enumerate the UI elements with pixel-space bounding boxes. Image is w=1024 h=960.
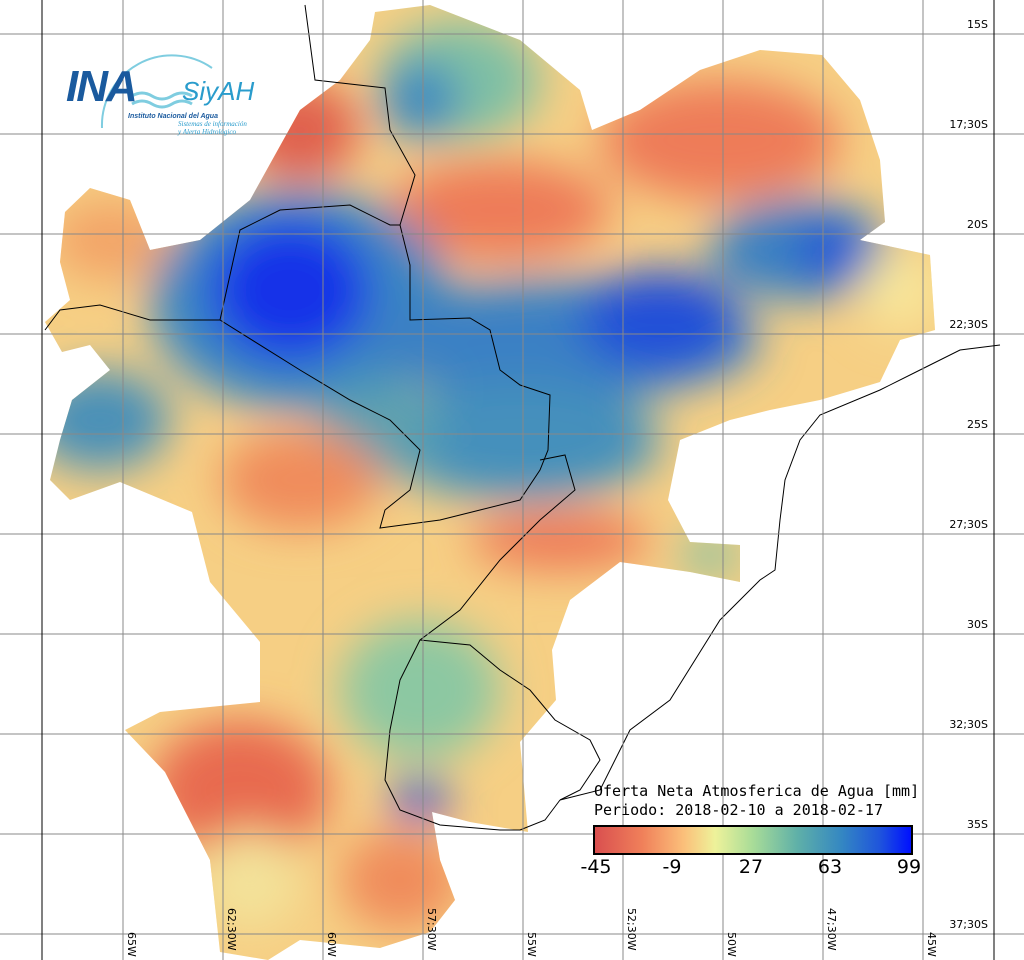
lon-label: 55W [525, 932, 538, 957]
lon-label: 57;30W [425, 908, 438, 951]
colorbar-tick: -45 [580, 856, 612, 878]
lat-label: 27;30S [949, 518, 988, 531]
lon-label: 62;30W [225, 908, 238, 951]
lon-label: 47;30W [825, 908, 838, 951]
lat-label: 37;30S [949, 918, 988, 931]
logo-system: SiyAH [182, 76, 255, 106]
legend-period: Periodo: 2018-02-10 a 2018-02-17 [594, 801, 883, 819]
lat-label: 20S [967, 218, 988, 231]
colorbar-tick: 27 [738, 856, 764, 878]
ina-siyah-logo: INA SiyAH Instituto Nacional del Agua Si… [62, 48, 272, 148]
frame [41, 0, 995, 960]
lon-label: 60W [325, 932, 338, 957]
lon-label: 52;30W [625, 908, 638, 951]
political-borders [44, 4, 1001, 831]
logo-acronym: INA [66, 62, 138, 111]
lon-label: 65W [125, 932, 138, 957]
lat-label: 22;30S [949, 318, 988, 331]
lon-label: 50W [725, 932, 738, 957]
lon-label: 45W [925, 932, 938, 957]
legend-variable: Oferta Neta Atmosferica de Agua [mm] [594, 782, 920, 800]
lat-label: 30S [967, 618, 988, 631]
lat-label: 17;30S [949, 118, 988, 131]
logo-system-line-1: Sistemas de información [178, 120, 247, 128]
colorbar-tick: -9 [662, 856, 682, 878]
lat-label: 32;30S [949, 718, 988, 731]
lat-label: 15S [967, 18, 988, 31]
lat-label: 35S [967, 818, 988, 831]
legend-title: Oferta Neta Atmosferica de Agua [mm] Peri… [594, 782, 919, 820]
logo-system-full: Sistemas de información y Alerta Hidroló… [178, 120, 247, 136]
logo-arc-icon [100, 54, 213, 129]
colorbar-tick: 99 [896, 856, 922, 878]
logo-institution: Instituto Nacional del Agua [128, 113, 218, 120]
lat-label: 25S [967, 418, 988, 431]
logo-system-line-2: y Alerta Hidrológico [178, 128, 236, 136]
colorbar [593, 825, 913, 855]
colorbar-tick: 63 [817, 856, 843, 878]
